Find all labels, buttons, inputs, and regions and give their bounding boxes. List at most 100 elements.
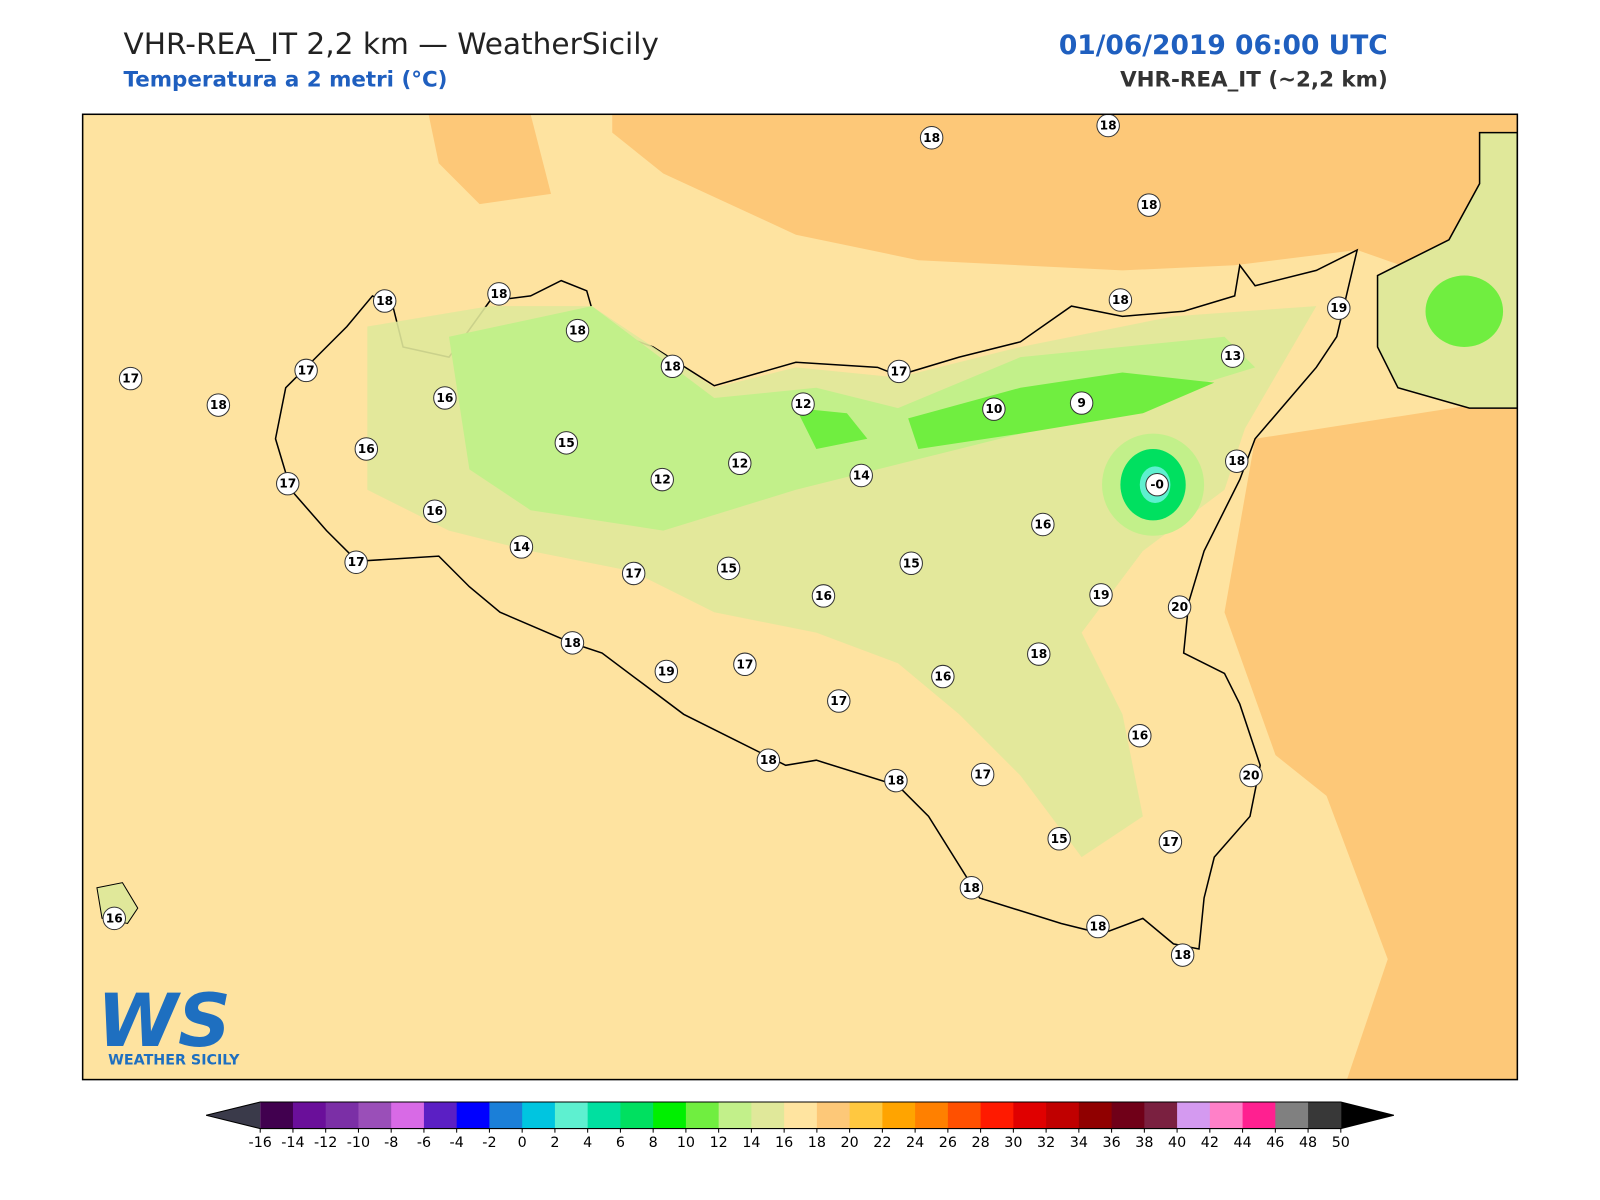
colorbar: -16 -14 -12 -10 -8 -6 -4 -2 0 2 4 6 8 10 12 14 16 18 20 22 2… bbox=[206, 1101, 1395, 1151]
warm-sea bbox=[1224, 397, 1518, 1080]
station-label: 20 bbox=[1171, 600, 1188, 614]
colorbar-segment bbox=[653, 1102, 687, 1129]
logo-name: WEATHER SICILY bbox=[108, 1052, 240, 1068]
colorbar-segment bbox=[1013, 1102, 1047, 1129]
station-marker bbox=[1086, 914, 1110, 939]
station-marker bbox=[982, 397, 1006, 421]
station-marker bbox=[1327, 296, 1351, 320]
colorbar-tick-label: 18 bbox=[808, 1135, 826, 1151]
station-marker bbox=[1170, 943, 1195, 967]
station-label: 17 bbox=[279, 477, 296, 491]
station-marker bbox=[1145, 472, 1169, 497]
station-marker bbox=[919, 126, 944, 150]
colorbar-segment bbox=[423, 1102, 458, 1129]
station-marker bbox=[899, 551, 923, 575]
station-label: 18 bbox=[564, 636, 581, 650]
station-marker bbox=[931, 664, 955, 689]
colorbar-tick-label: 6 bbox=[616, 1135, 625, 1151]
station-label: 18 bbox=[760, 753, 777, 767]
station-label: 18 bbox=[1030, 647, 1047, 661]
station-label: 18 bbox=[1112, 293, 1129, 307]
colorbar-segment bbox=[358, 1102, 392, 1129]
station-marker bbox=[811, 584, 836, 608]
station-marker bbox=[1089, 583, 1113, 607]
colorbar-segment bbox=[1144, 1102, 1178, 1129]
colorbar-segment bbox=[260, 1102, 294, 1129]
map-frame bbox=[81, 113, 1519, 1081]
colorbar-segment bbox=[980, 1102, 1014, 1129]
station-marker bbox=[887, 359, 911, 384]
warm-sea bbox=[428, 114, 552, 205]
station-marker bbox=[650, 467, 674, 492]
colorbar-tick-label: 10 bbox=[677, 1135, 695, 1151]
colorbar-tick-label: -14 bbox=[281, 1135, 304, 1151]
station-marker bbox=[716, 556, 741, 581]
station-marker bbox=[554, 431, 579, 455]
colorbar-segment bbox=[947, 1102, 982, 1129]
colorbar-tick-label: 36 bbox=[1103, 1135, 1121, 1151]
station-marker bbox=[728, 451, 752, 475]
colorbar-segment bbox=[292, 1102, 327, 1129]
colorbar-tick-label: 12 bbox=[710, 1135, 728, 1151]
station-label: 14 bbox=[513, 540, 530, 554]
station-label: 18 bbox=[569, 324, 586, 338]
station-label: 19 bbox=[1330, 301, 1347, 315]
station-label: 17 bbox=[974, 767, 991, 781]
station-label: 18 bbox=[376, 294, 393, 308]
station-label: 9 bbox=[1077, 396, 1086, 410]
colorbar-under bbox=[206, 1102, 261, 1129]
station-label: 16 bbox=[436, 391, 453, 405]
station-marker bbox=[733, 652, 757, 677]
cold-zone bbox=[1425, 275, 1504, 347]
station-label: 17 bbox=[1162, 835, 1179, 849]
station-marker bbox=[1239, 763, 1263, 788]
station-marker bbox=[849, 463, 873, 488]
title: VHR-REA_IT 2,2 km — WeatherSicily bbox=[123, 27, 658, 61]
station-label: 17 bbox=[890, 364, 907, 378]
station-marker bbox=[827, 689, 851, 713]
station-marker bbox=[1128, 723, 1152, 748]
station-marker bbox=[1167, 595, 1192, 619]
colorbar-tick-label: 50 bbox=[1332, 1135, 1350, 1151]
station-marker bbox=[791, 392, 815, 416]
station-marker bbox=[970, 762, 995, 787]
station-marker bbox=[565, 318, 590, 343]
colorbar-segment bbox=[391, 1102, 425, 1129]
station-marker bbox=[1108, 288, 1133, 312]
station-marker bbox=[294, 358, 318, 383]
colorbar-tick-label: 4 bbox=[583, 1135, 592, 1151]
colorbar-tick-label: 46 bbox=[1266, 1135, 1284, 1151]
colorbar-segment bbox=[784, 1102, 818, 1129]
cool-zone bbox=[448, 306, 1256, 531]
colorbar-tick-label: 40 bbox=[1168, 1135, 1186, 1151]
station-label: 15 bbox=[903, 556, 920, 570]
station-label: 18 bbox=[963, 881, 980, 895]
colorbar-segment bbox=[849, 1102, 883, 1129]
colorbar-over bbox=[1340, 1102, 1394, 1129]
station-label: 17 bbox=[736, 657, 753, 671]
station-marker bbox=[1225, 449, 1249, 473]
colorbar-segment bbox=[554, 1102, 589, 1129]
colorbar-tick-label: -16 bbox=[249, 1135, 272, 1151]
colorbar-segment bbox=[718, 1102, 752, 1129]
logo-mark: WS bbox=[97, 979, 231, 1064]
station-label: 18 bbox=[1174, 948, 1191, 962]
station-marker bbox=[487, 282, 511, 306]
colorbar-tick-label: 38 bbox=[1135, 1135, 1153, 1151]
colorbar-segment bbox=[456, 1102, 490, 1129]
colorbar-tick-label: 8 bbox=[649, 1135, 658, 1151]
colorbar-tick-label: 20 bbox=[841, 1135, 859, 1151]
station-label: 15 bbox=[1051, 832, 1068, 846]
station-label: 14 bbox=[853, 469, 870, 483]
colorbar-tick-label: 34 bbox=[1070, 1135, 1088, 1151]
station-marker bbox=[621, 561, 646, 586]
station-label: 16 bbox=[934, 670, 951, 684]
colorbar-segment bbox=[587, 1102, 621, 1129]
stations: 18 18 18 18 18 18 18 17 17 18 16 16 17 16 17 14 15 12 12 12… bbox=[102, 114, 1351, 967]
station-marker bbox=[354, 437, 379, 461]
colorbar-tick-label: -4 bbox=[450, 1135, 464, 1151]
colorbar-tick-label: 0 bbox=[518, 1135, 527, 1151]
station-label: 16 bbox=[815, 589, 832, 603]
station-label: 15 bbox=[558, 436, 575, 450]
